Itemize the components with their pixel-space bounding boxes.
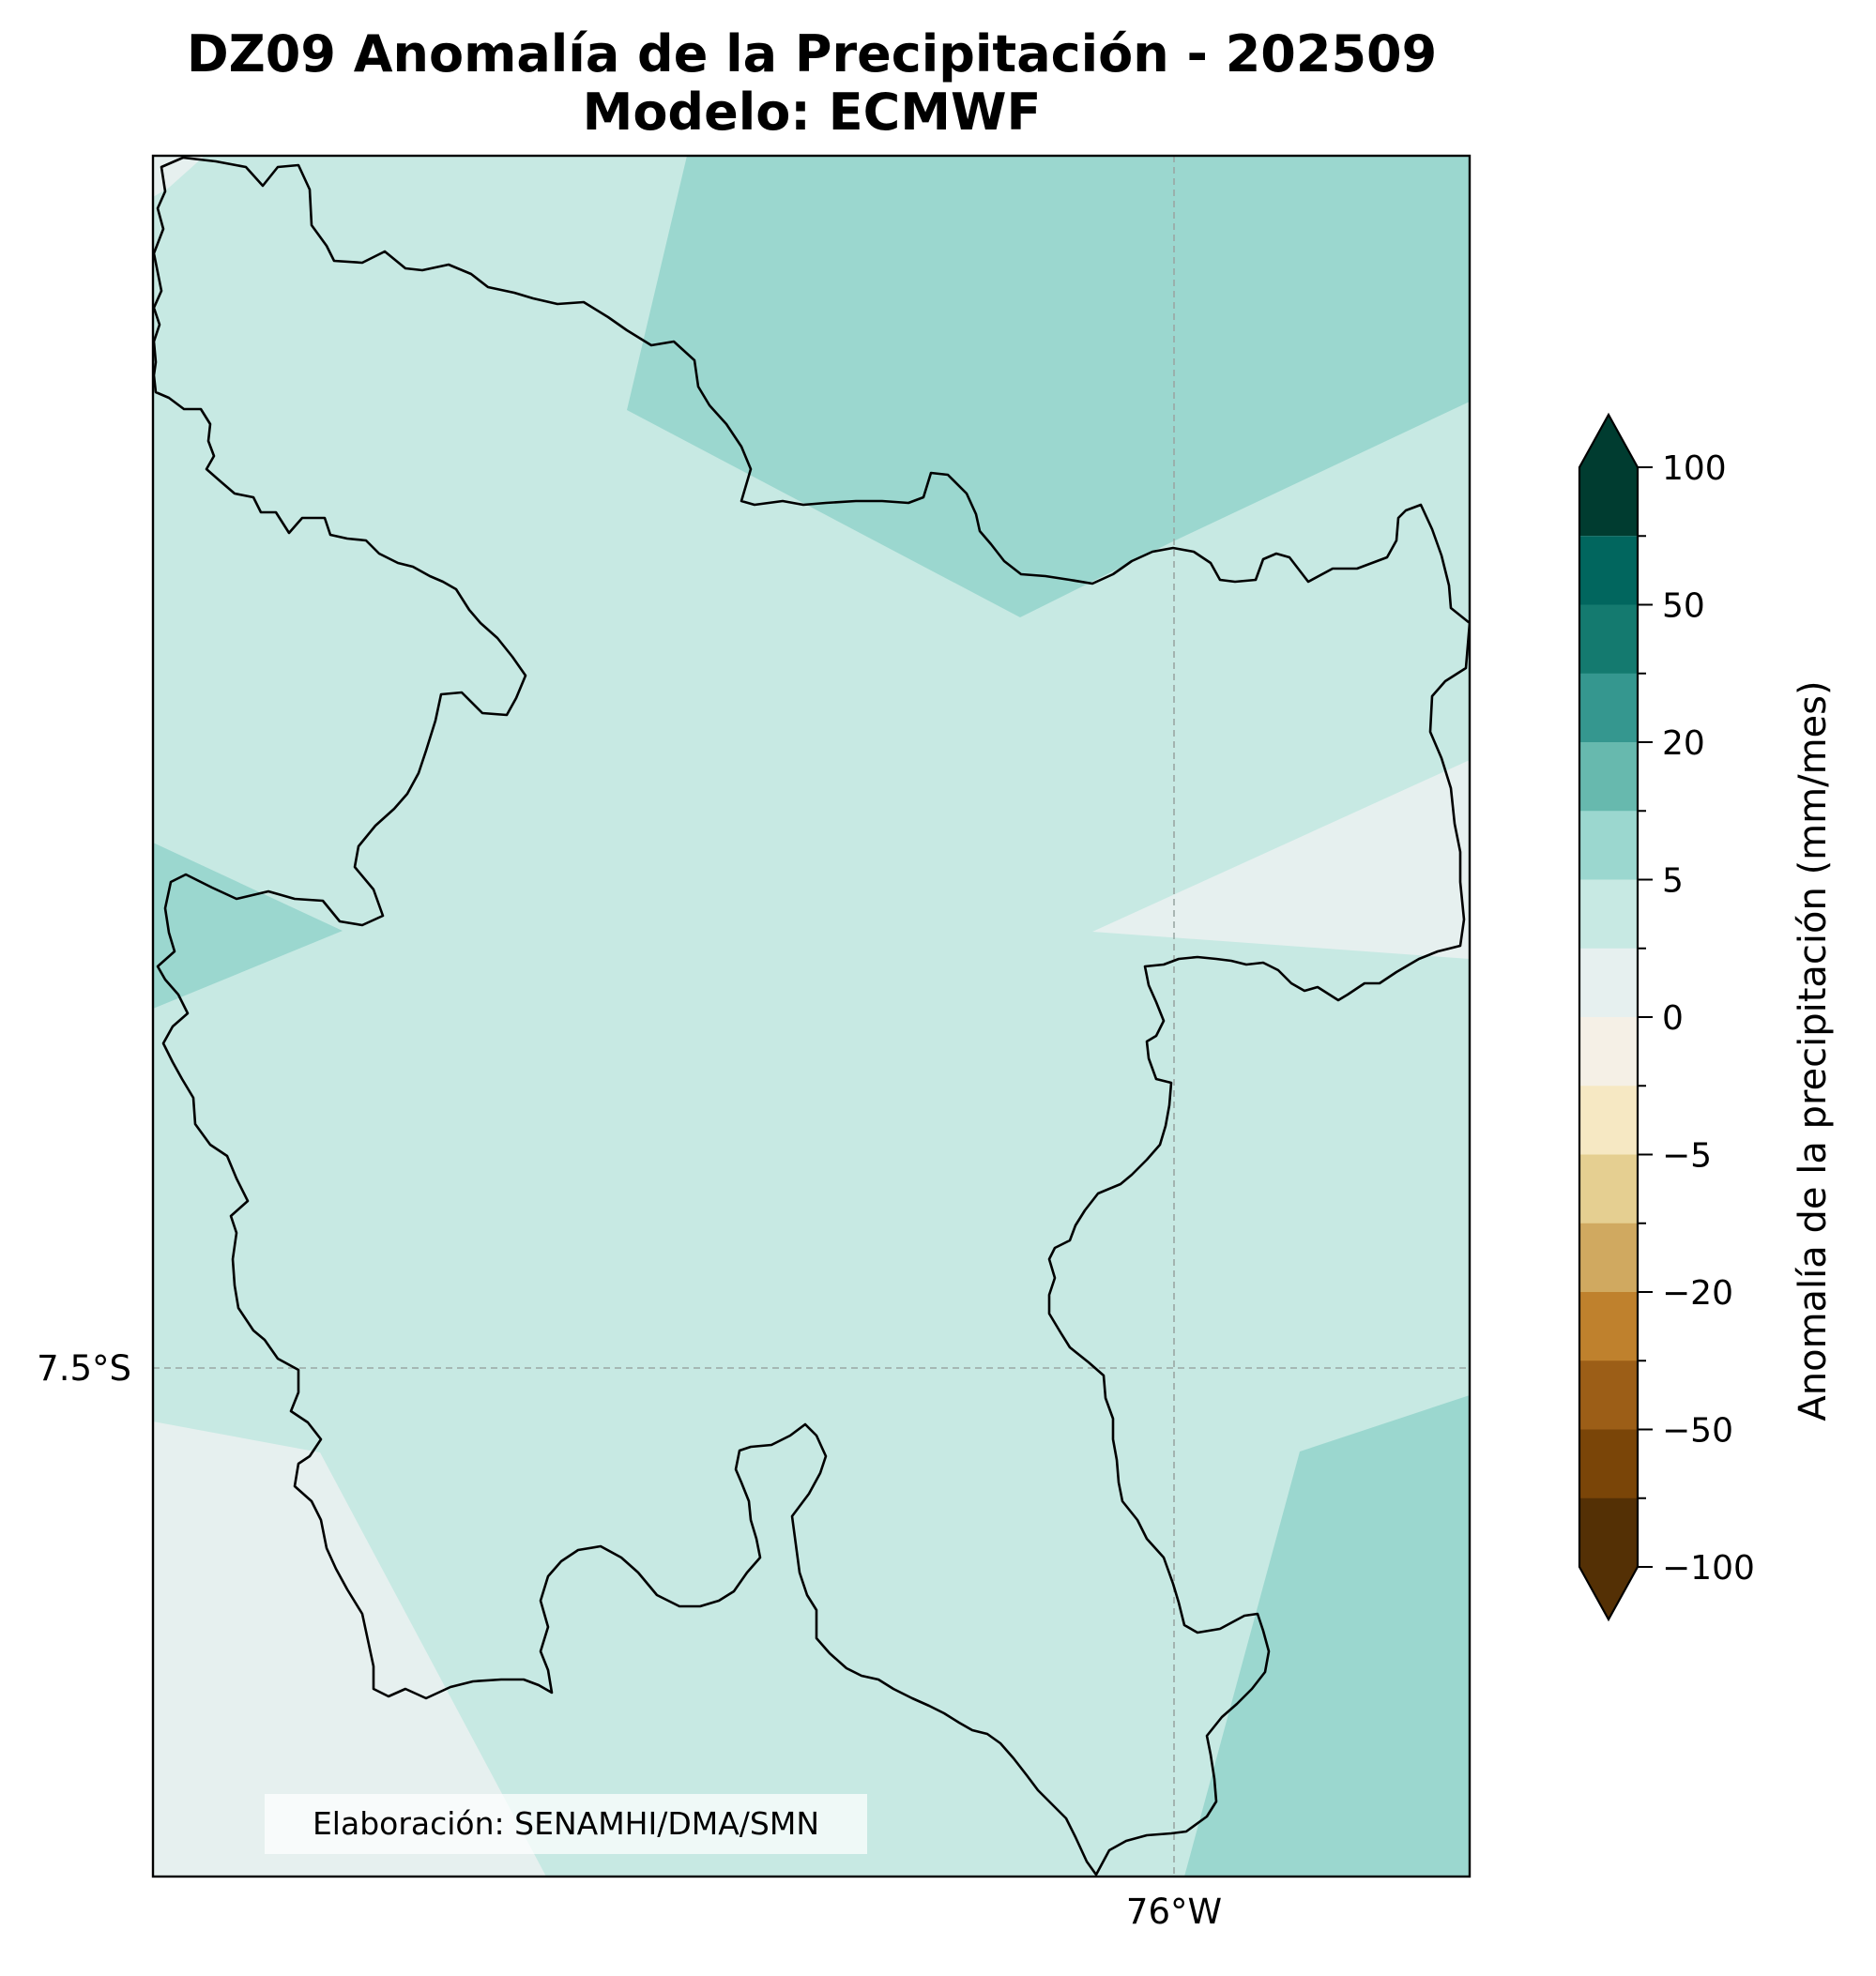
- colorbar-tick-label: −100: [1662, 1549, 1755, 1588]
- colorbar-segment: [1579, 604, 1638, 675]
- lon-label: 76°W: [1126, 1892, 1222, 1932]
- anomaly-zone-southeast: [1184, 1395, 1470, 1877]
- colorbar-tick-label: −50: [1662, 1412, 1733, 1451]
- colorbar-extend-max: [1579, 415, 1638, 537]
- colorbar-extend-min: [1579, 1497, 1638, 1619]
- colorbar-tick-label: −5: [1662, 1137, 1712, 1176]
- credit-text: Elaboración: SENAMHI/DMA/SMN: [265, 1794, 867, 1854]
- lat-label: 7.5°S: [37, 1348, 131, 1389]
- colorbar-tick-label: 0: [1662, 999, 1684, 1038]
- colorbar-segment: [1579, 948, 1638, 1018]
- anomaly-zone-southwest: [153, 1421, 546, 1877]
- colorbar-tick-label: 20: [1662, 724, 1705, 763]
- colorbar-tick-label: −20: [1662, 1274, 1733, 1313]
- colorbar-segment: [1579, 1360, 1638, 1431]
- colorbar-segment: [1579, 1086, 1638, 1156]
- colorbar-tick-label: 5: [1662, 862, 1684, 901]
- region-boundary: [153, 156, 1470, 1877]
- anomaly-zone-west: [153, 843, 343, 1009]
- map-title: DZ09 Anomalía de la Precipitación - 2025…: [186, 24, 1438, 84]
- colorbar-segment: [1579, 536, 1638, 606]
- map-area: [153, 156, 1470, 1877]
- anomaly-zone-east: [1092, 760, 1470, 959]
- colorbar-segment: [1579, 1154, 1638, 1224]
- colorbar-label: Anomalía de la precipitación (mm/mes): [1792, 680, 1835, 1421]
- colorbar-segment: [1579, 673, 1638, 743]
- map-frame: [151, 154, 1472, 1878]
- colorbar-segment: [1579, 811, 1638, 881]
- colorbar-segment: [1579, 742, 1638, 812]
- colorbar-segment: [1579, 879, 1638, 950]
- colorbar-segment: [1579, 1292, 1638, 1361]
- colorbar-tick-label: 100: [1662, 449, 1727, 488]
- colorbar-segment: [1579, 1429, 1638, 1499]
- colorbar-tick-label: 50: [1662, 587, 1705, 626]
- colorbar-segment: [1579, 1223, 1638, 1293]
- map-subtitle: Modelo: ECMWF: [582, 83, 1042, 142]
- colorbar-segment: [1579, 1017, 1638, 1087]
